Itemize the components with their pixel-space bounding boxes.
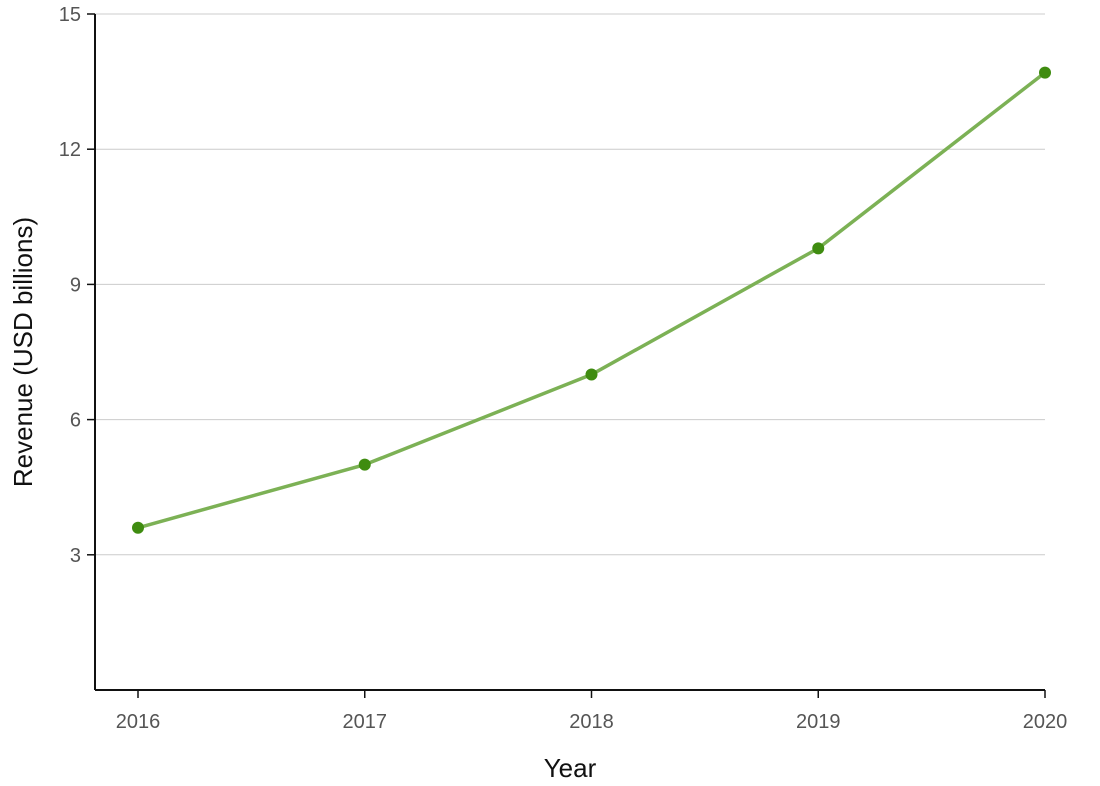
series-line xyxy=(136,70,1047,530)
y-axis-title: Revenue (USD billions) xyxy=(8,217,38,487)
y-tick-label: 15 xyxy=(59,4,81,26)
x-axis-title: Year xyxy=(544,753,597,783)
x-tick-label: 2016 xyxy=(116,711,161,733)
x-tick-label: 2018 xyxy=(569,711,614,733)
x-axis-ticks: 2016 2017 2018 2019 2020 xyxy=(116,690,1068,733)
axes xyxy=(94,14,1045,691)
data-point xyxy=(585,368,598,381)
y-tick-label: 9 xyxy=(70,274,81,296)
gridlines xyxy=(95,13,1045,556)
data-point xyxy=(358,458,371,471)
y-tick-label: 3 xyxy=(70,545,81,567)
data-point xyxy=(132,521,144,534)
y-tick-label: 12 xyxy=(59,139,81,161)
data-point xyxy=(1039,66,1051,79)
data-point xyxy=(812,242,825,255)
x-tick-label: 2020 xyxy=(1023,711,1068,733)
y-tick-label: 6 xyxy=(70,410,81,432)
x-tick-label: 2017 xyxy=(343,711,388,733)
series xyxy=(132,66,1051,534)
y-axis-ticks: 3 6 9 12 15 xyxy=(59,4,95,567)
x-tick-label: 2019 xyxy=(796,711,841,733)
